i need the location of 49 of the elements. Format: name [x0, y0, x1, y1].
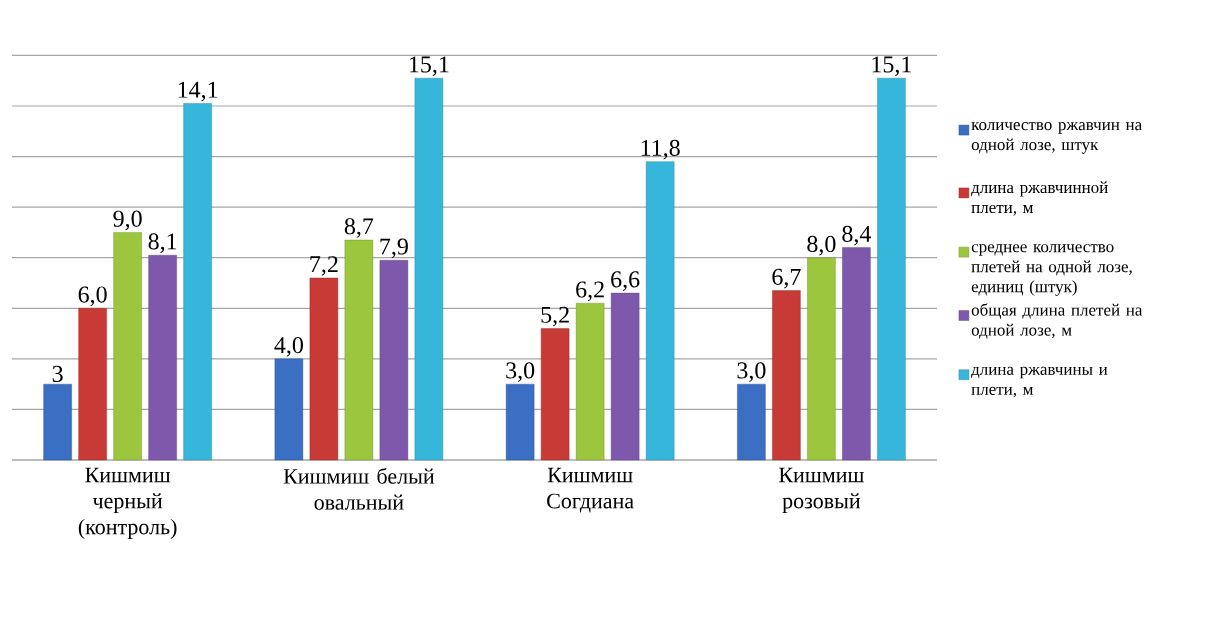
- legend-label: длина ржавчины и плети, м: [971, 366, 1108, 398]
- data-label: 15,1: [409, 56, 449, 76]
- data-label: 8,1: [148, 233, 177, 253]
- bar: [43, 383, 72, 461]
- bar: [772, 290, 801, 461]
- data-label: 4,0: [274, 337, 303, 357]
- data-label: 8,7: [344, 218, 374, 238]
- bar: [309, 277, 339, 461]
- bar: [78, 308, 107, 461]
- bar: [344, 239, 374, 461]
- bar: [877, 77, 906, 461]
- legend-label: среднее количество плетей на одной лозе, единиц (штук): [971, 244, 1132, 296]
- bar: [645, 161, 675, 461]
- bar: [610, 292, 640, 461]
- bar: [842, 247, 871, 461]
- data-label: 3,0: [737, 362, 766, 382]
- legend-label: длина ржавчинной плети, м: [971, 181, 1108, 216]
- data-label: 3,0: [506, 362, 535, 382]
- x-tick-label: Кишмиш черный (контроль): [78, 467, 177, 539]
- data-label: 11,8: [641, 139, 680, 160]
- data-label: 3: [52, 365, 63, 382]
- data-label: 15,1: [872, 56, 911, 76]
- bar: [148, 254, 177, 461]
- bar: [414, 77, 444, 461]
- data-label: 6,7: [772, 268, 801, 289]
- data-label: 5,2: [541, 306, 569, 327]
- data-label: 7,9: [380, 238, 408, 259]
- data-label: 6,2: [576, 281, 604, 302]
- data-label: 8,4: [842, 225, 872, 246]
- bar: [505, 383, 535, 461]
- legend-label: общая длина плетей на одной лозе, м: [971, 303, 1143, 339]
- data-label: 14,1: [178, 81, 218, 102]
- bar: [183, 103, 212, 461]
- x-tick-label: Кишмиш розовый: [779, 467, 864, 513]
- bar: [807, 257, 836, 461]
- bar: [379, 260, 409, 461]
- legend-label: количество ржавчин на одной лозе, штук: [971, 122, 1142, 154]
- data-label: 6,6: [611, 271, 640, 291]
- x-tick-label: Кишмиш белый овальный: [283, 467, 435, 510]
- data-label: 9,0: [113, 210, 142, 231]
- bar: [737, 383, 766, 461]
- x-tick-label: Кишмиш Согдиана: [547, 467, 634, 513]
- bar: [274, 358, 304, 461]
- data-label: 7,2: [310, 256, 338, 276]
- bar: [113, 232, 142, 461]
- data-label: 8,0: [807, 235, 836, 256]
- bar: [575, 303, 605, 461]
- bar: [540, 328, 570, 461]
- data-label: 6,0: [78, 286, 107, 307]
